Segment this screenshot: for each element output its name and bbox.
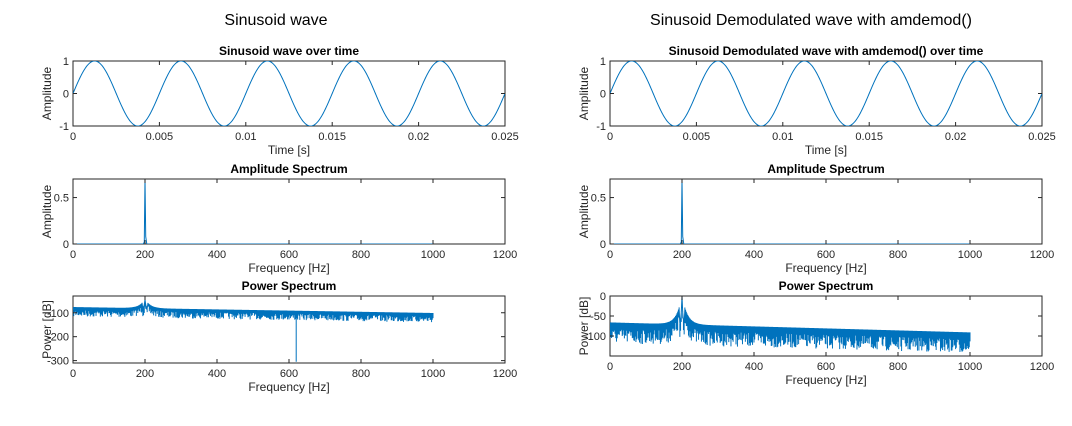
x-tick-label: 0.015 (318, 131, 346, 143)
plot-title: Power Spectrum (779, 279, 874, 293)
y-axis-label: Amplitude (577, 185, 591, 239)
x-axis-label: Frequency [Hz] (248, 261, 329, 275)
x-tick-label: 600 (817, 361, 835, 373)
x-tick-label: 1000 (958, 361, 982, 373)
x-axis-label: Frequency [Hz] (785, 261, 866, 275)
left-column-title: Sinusoid wave (224, 12, 327, 29)
x-tick-label: 600 (817, 249, 835, 261)
x-axis-label: Time [s] (805, 143, 847, 157)
plot-title: Power Spectrum (242, 279, 337, 293)
plot-title: Amplitude Spectrum (767, 162, 884, 176)
x-tick-label: 0 (70, 131, 76, 143)
y-tick-label: -200 (47, 332, 69, 344)
x-tick-label: 200 (136, 249, 154, 261)
x-tick-label: 0 (70, 249, 76, 261)
plot-frame (72, 178, 506, 245)
y-tick-label: -300 (47, 356, 69, 368)
x-tick-label: 1200 (493, 249, 517, 261)
x-tick-label: 0.015 (855, 131, 883, 143)
y-tick-label: 0.5 (54, 193, 69, 205)
x-tick-label: 0.025 (1028, 131, 1056, 143)
y-tick-label: 0 (600, 89, 606, 101)
x-tick-label: 200 (673, 361, 691, 373)
y-tick-label: 0 (600, 291, 606, 303)
right-column-title: Sinusoid Demodulated wave with amdemod() (650, 12, 972, 29)
plot-title: Amplitude Spectrum (230, 162, 347, 176)
y-tick-label: -1 (59, 121, 69, 133)
y-axis-label: Power [dB] (577, 297, 591, 356)
x-tick-label: 0.02 (945, 131, 966, 143)
x-tick-label: 0.025 (491, 131, 519, 143)
x-tick-label: 1200 (1030, 361, 1054, 373)
plot-title: Sinusoid wave over time (219, 44, 359, 58)
x-axis-label: Frequency [Hz] (248, 380, 329, 394)
y-tick-label: -50 (590, 311, 606, 323)
x-tick-label: 0.005 (146, 131, 174, 143)
x-axis-label: Frequency [Hz] (785, 373, 866, 387)
y-tick-label: 0 (600, 239, 606, 251)
x-tick-label: 1200 (493, 368, 517, 380)
x-tick-label: 1000 (421, 368, 445, 380)
x-axis-label: Time [s] (268, 143, 310, 157)
x-tick-label: 1200 (1030, 249, 1054, 261)
series-line (73, 298, 434, 362)
x-tick-label: 400 (745, 361, 763, 373)
plot-frame (72, 295, 506, 364)
subplot-4: 0 200 400 600 800 1000 1200 0 0.5 Amplitude Spect… (577, 162, 1054, 275)
x-tick-label: 600 (280, 368, 298, 380)
plot-title: Sinusoid Demodulated wave with amdemod()… (669, 44, 984, 58)
x-tick-label: 400 (745, 249, 763, 261)
series-line (610, 61, 1042, 126)
x-tick-label: 1000 (958, 249, 982, 261)
x-tick-label: 200 (136, 368, 154, 380)
y-axis-label: Amplitude (40, 185, 54, 239)
x-tick-label: 600 (280, 249, 298, 261)
series-line (73, 61, 505, 126)
x-tick-label: 0 (607, 249, 613, 261)
subplot-5: 0 200 400 600 800 1000 1200 -100 -50 0 Power Spect… (577, 279, 1054, 387)
x-tick-label: 0 (607, 361, 613, 373)
x-tick-label: 800 (352, 249, 370, 261)
y-tick-label: 0 (63, 239, 69, 251)
plot-frame (609, 178, 1043, 245)
x-tick-label: 0.005 (683, 131, 711, 143)
x-tick-label: 0 (70, 368, 76, 380)
y-tick-label: 0.5 (591, 193, 606, 205)
y-tick-label: -100 (584, 331, 606, 343)
subplot-1: 0 200 400 600 800 1000 1200 0 0.5 Amplitude Spect… (40, 162, 517, 275)
y-tick-label: 0 (63, 89, 69, 101)
x-tick-label: 400 (208, 249, 226, 261)
y-axis-label: Amplitude (40, 67, 54, 121)
subplot-2: 0 200 400 600 800 1000 1200 -300 -200 -100 Power S… (40, 279, 517, 394)
y-tick-label: -1 (596, 121, 606, 133)
x-tick-label: 1000 (421, 249, 445, 261)
y-tick-label: 1 (600, 56, 606, 68)
x-tick-label: 0.01 (235, 131, 256, 143)
y-axis-label: Power [dB] (40, 300, 54, 359)
y-axis-label: Amplitude (577, 67, 591, 121)
x-tick-label: 800 (889, 361, 907, 373)
x-tick-label: 0.01 (772, 131, 793, 143)
x-tick-label: 800 (889, 249, 907, 261)
x-tick-label: 0 (607, 131, 613, 143)
x-tick-label: 0.02 (408, 131, 429, 143)
series-line (610, 296, 971, 353)
y-tick-label: -100 (47, 308, 69, 320)
x-tick-label: 400 (208, 368, 226, 380)
y-tick-label: 1 (63, 56, 69, 68)
x-tick-label: 800 (352, 368, 370, 380)
x-tick-label: 200 (673, 249, 691, 261)
